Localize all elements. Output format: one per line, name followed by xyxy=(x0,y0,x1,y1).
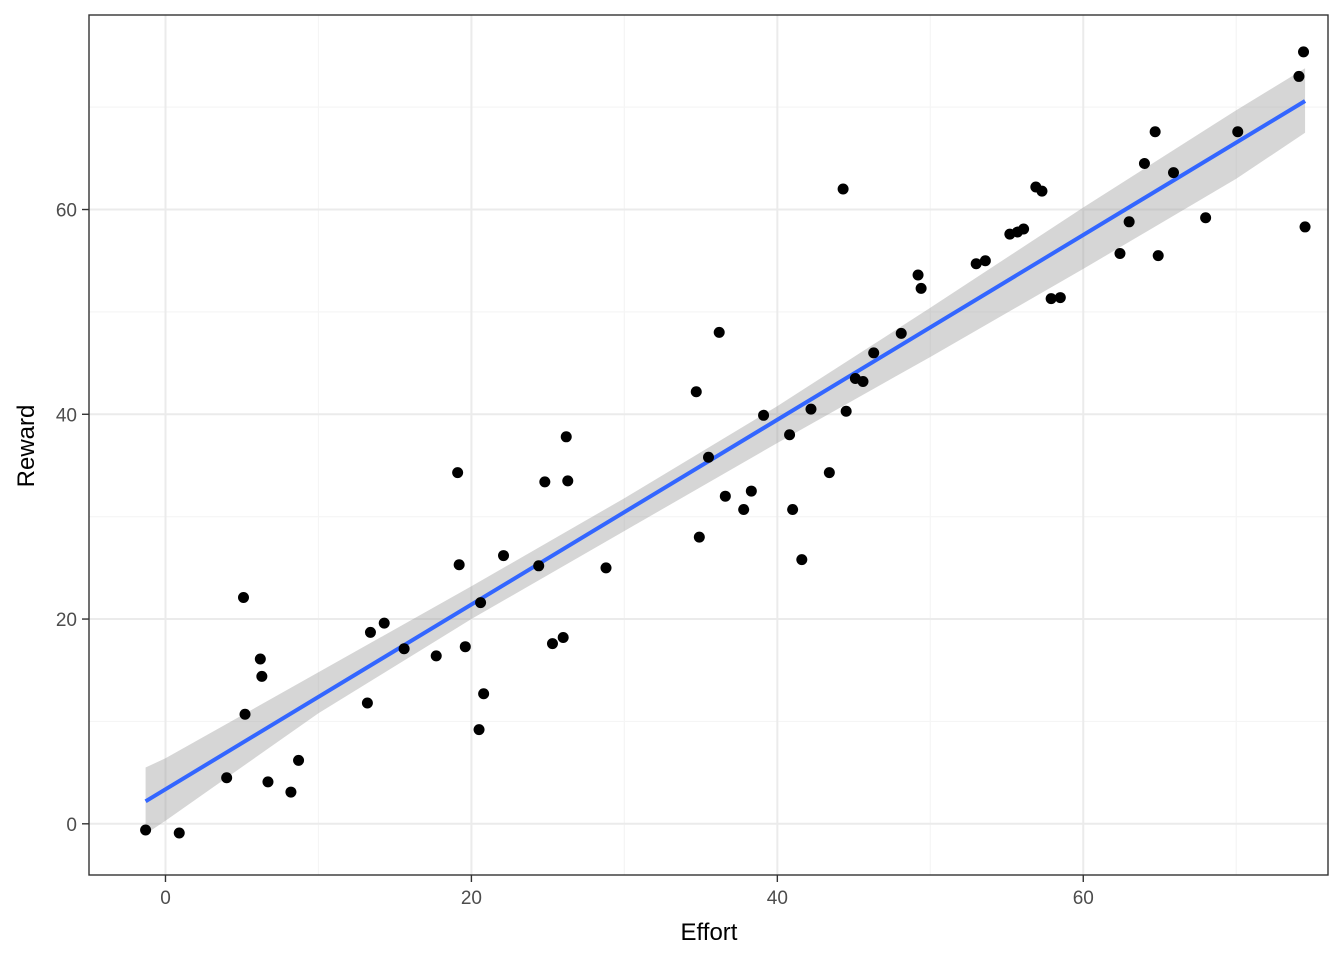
data-point xyxy=(473,724,485,736)
data-point xyxy=(1293,70,1305,82)
data-point xyxy=(1232,126,1244,138)
data-point xyxy=(361,697,373,709)
data-point xyxy=(398,643,410,655)
data-point xyxy=(837,183,849,195)
data-point xyxy=(254,653,266,665)
data-point xyxy=(784,429,796,441)
data-point xyxy=(758,409,770,421)
points-layer xyxy=(140,46,1311,839)
data-point xyxy=(1114,248,1126,260)
data-point xyxy=(1200,212,1212,224)
data-point xyxy=(693,531,705,543)
data-point xyxy=(378,617,390,629)
data-point xyxy=(285,786,297,798)
data-point xyxy=(364,626,376,638)
data-point xyxy=(1123,216,1135,228)
data-point xyxy=(140,824,152,836)
x-tick-label: 20 xyxy=(461,888,482,909)
data-point xyxy=(970,258,982,270)
data-point xyxy=(703,451,714,463)
data-point xyxy=(840,405,852,417)
data-point xyxy=(912,269,924,281)
data-point xyxy=(1152,250,1164,262)
x-tick-label: 0 xyxy=(160,888,171,909)
x-tick-label: 40 xyxy=(767,888,788,909)
data-point xyxy=(430,650,442,662)
regression-line xyxy=(144,99,1307,803)
data-point xyxy=(1149,126,1161,138)
data-point xyxy=(745,485,757,497)
data-point xyxy=(256,670,268,682)
data-point xyxy=(293,754,305,766)
data-point xyxy=(857,376,869,388)
x-axis-title: Effort xyxy=(681,919,738,946)
data-point xyxy=(1036,185,1048,197)
y-tick-label: 60 xyxy=(56,201,77,222)
data-point xyxy=(478,688,490,700)
data-point xyxy=(600,562,612,574)
data-point xyxy=(895,327,907,339)
y-axis: 0 20 40 60 xyxy=(56,201,89,836)
data-point xyxy=(533,560,545,572)
y-tick-label: 0 xyxy=(66,815,77,836)
data-point xyxy=(475,597,487,609)
data-point xyxy=(221,772,233,784)
data-point xyxy=(1018,223,1030,235)
data-point xyxy=(1045,293,1057,305)
y-axis-title: Reward xyxy=(13,405,40,488)
data-point xyxy=(1138,157,1150,169)
y-tick-label: 20 xyxy=(56,610,77,631)
data-point xyxy=(690,386,702,398)
x-tick-label: 60 xyxy=(1073,888,1094,909)
y-tick-label: 40 xyxy=(56,405,77,426)
data-point xyxy=(546,638,558,650)
data-point xyxy=(979,255,991,267)
data-point xyxy=(539,476,551,488)
data-point xyxy=(1299,221,1311,233)
data-point xyxy=(262,776,274,788)
x-axis: 0 20 40 60 xyxy=(160,875,1094,909)
data-point xyxy=(915,282,927,294)
data-point xyxy=(713,326,725,338)
data-point xyxy=(562,475,574,487)
data-point xyxy=(787,504,799,515)
data-point xyxy=(796,554,808,566)
data-point xyxy=(557,631,569,643)
data-point xyxy=(1298,46,1310,58)
data-point xyxy=(738,504,750,515)
fit-line-layer xyxy=(144,99,1307,803)
data-point xyxy=(868,347,880,359)
data-point xyxy=(453,559,465,571)
minor-gridlines xyxy=(89,15,1328,875)
data-point xyxy=(1054,292,1066,304)
data-point xyxy=(498,550,510,562)
data-point xyxy=(237,592,249,604)
panel-border xyxy=(88,14,1329,876)
data-point xyxy=(719,490,731,502)
data-point xyxy=(823,467,835,479)
data-point xyxy=(452,467,464,479)
data-point xyxy=(1168,167,1180,179)
major-gridlines xyxy=(89,15,1328,875)
data-point xyxy=(560,431,572,443)
data-point xyxy=(239,708,251,720)
data-point xyxy=(805,403,817,415)
data-point xyxy=(173,827,185,839)
data-point xyxy=(459,641,471,653)
